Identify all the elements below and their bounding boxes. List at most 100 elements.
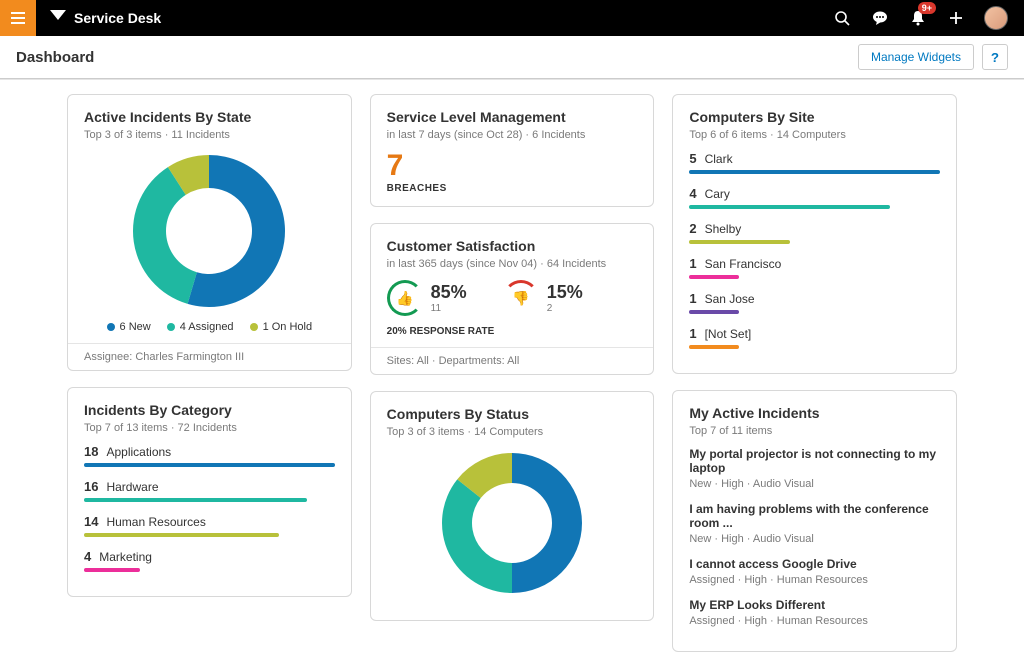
- csat-positive-pct: 85%: [431, 282, 467, 303]
- thumbs-down-icon: 👎: [503, 280, 539, 316]
- bar-label: San Jose: [705, 292, 755, 306]
- card-incidents-by-category: Incidents By Category Top 7 of 13 items …: [67, 387, 352, 597]
- card-computers-status: Computers By Status Top 3 of 3 items · 1…: [370, 391, 655, 621]
- legend-dot: [107, 323, 115, 331]
- incident-meta: New · High · Audio Visual: [689, 478, 940, 490]
- incident-meta: New · High · Audio Visual: [689, 533, 940, 545]
- bar-row[interactable]: 16 Hardware: [84, 479, 335, 502]
- brand-text: Service Desk: [74, 10, 161, 26]
- csat-negative: 👎 15%2: [503, 280, 583, 316]
- bar-track: [84, 568, 140, 572]
- bar-row[interactable]: 4 Cary: [689, 186, 940, 209]
- incident-row[interactable]: My portal projector is not connecting to…: [689, 447, 940, 490]
- bar-track: [689, 345, 739, 349]
- breach-label: BREACHES: [387, 183, 638, 194]
- donut-chart: [129, 151, 289, 311]
- manage-widgets-button[interactable]: Manage Widgets: [858, 44, 974, 70]
- help-button[interactable]: ?: [982, 44, 1008, 70]
- bar-track: [84, 498, 307, 502]
- topbar: Service Desk 9+: [0, 0, 1024, 36]
- search-button[interactable]: [832, 8, 852, 28]
- incident-row[interactable]: I cannot access Google DriveAssigned · H…: [689, 557, 940, 586]
- bar-label: [Not Set]: [705, 327, 752, 341]
- card-subtitle: Top 6 of 6 items · 14 Computers: [689, 129, 940, 141]
- bar-label: Applications: [106, 445, 171, 459]
- incident-title: I am having problems with the conference…: [689, 502, 940, 530]
- bar-label: Clark: [705, 152, 733, 166]
- card-slm: Service Level Management in last 7 days …: [370, 94, 655, 207]
- incident-title: My ERP Looks Different: [689, 598, 940, 612]
- card-title: Computers By Site: [689, 109, 940, 125]
- bar-row[interactable]: 5 Clark: [689, 151, 940, 174]
- avatar[interactable]: [984, 6, 1008, 30]
- bar-count: 1: [689, 256, 696, 271]
- bar-count: 2: [689, 221, 696, 236]
- card-title: Service Level Management: [387, 109, 638, 125]
- bar-label: Marketing: [99, 550, 152, 564]
- card-subtitle: Top 7 of 13 items · 72 Incidents: [84, 422, 335, 434]
- bar-count: 5: [689, 151, 696, 166]
- legend-label: 6 New: [120, 321, 151, 333]
- card-title: Computers By Status: [387, 406, 638, 422]
- bar-count: 18: [84, 444, 98, 459]
- incident-row[interactable]: My ERP Looks Different Assigned · High · …: [689, 598, 940, 627]
- notifications-button[interactable]: 9+: [908, 8, 928, 28]
- bar-row[interactable]: 1 [Not Set]: [689, 326, 940, 349]
- legend-dot: [167, 323, 175, 331]
- csat-positive: 👍 85%11: [387, 280, 467, 316]
- legend-label: 1 On Hold: [263, 321, 313, 333]
- bar-count: 14: [84, 514, 98, 529]
- incident-meta: Assigned · High · Human Resources: [689, 615, 940, 627]
- bar-label: Hardware: [106, 480, 158, 494]
- card-subtitle: in last 7 days (since Oct 28) · 6 Incide…: [387, 129, 638, 141]
- breach-count: 7: [387, 151, 638, 181]
- bar-row[interactable]: 2 Shelby: [689, 221, 940, 244]
- search-icon: [834, 10, 850, 26]
- incident-meta: Assigned · High · Human Resources: [689, 574, 940, 586]
- card-subtitle: Top 7 of 11 items: [689, 425, 940, 437]
- card-footer: Assignee: Charles Farmington III: [68, 343, 351, 370]
- thumbs-up-icon: 👍: [387, 280, 423, 316]
- hamburger-icon: [10, 11, 26, 25]
- csat-positive-count: 11: [431, 303, 467, 314]
- bar-track: [84, 463, 335, 467]
- bar-label: Shelby: [705, 222, 742, 236]
- bar-row[interactable]: 1San Jose: [689, 291, 940, 314]
- legend-label: 4 Assigned: [180, 321, 234, 333]
- topbar-actions: 9+: [832, 6, 1024, 30]
- card-subtitle: in last 365 days (since Nov 04) · 64 Inc…: [387, 258, 638, 270]
- hamburger-menu[interactable]: [0, 0, 36, 36]
- chat-icon: [872, 10, 888, 26]
- card-subtitle: Top 3 of 3 items · 11 Incidents: [84, 129, 335, 141]
- brand: Service Desk: [50, 10, 161, 26]
- add-button[interactable]: [946, 8, 966, 28]
- card-title: Incidents By Category: [84, 402, 335, 418]
- bar-track: [84, 533, 279, 537]
- card-active-incidents: Active Incidents By State Top 3 of 3 ite…: [67, 94, 352, 371]
- incident-row[interactable]: I am having problems with the conference…: [689, 502, 940, 545]
- legend-dot: [250, 323, 258, 331]
- card-computers-by-site: Computers By Site Top 6 of 6 items · 14 …: [672, 94, 957, 374]
- bar-count: 16: [84, 479, 98, 494]
- card-my-incidents: My Active Incidents Top 7 of 11 items My…: [672, 390, 957, 652]
- legend-item: 4 Assigned: [167, 321, 234, 333]
- bar-row[interactable]: 1 San Francisco: [689, 256, 940, 279]
- donut-chart: [437, 448, 587, 598]
- donut-legend: 6 New 4 Assigned 1 On Hold: [84, 321, 335, 333]
- bar-label: Cary: [705, 187, 730, 201]
- bar-track: [689, 310, 739, 314]
- chat-button[interactable]: [870, 8, 890, 28]
- bar-count: 4: [84, 549, 91, 564]
- bar-track: [689, 205, 890, 209]
- page-title: Dashboard: [16, 49, 94, 66]
- bar-track: [689, 170, 940, 174]
- incident-title: My portal projector is not connecting to…: [689, 447, 940, 475]
- bar-count: 1: [689, 326, 696, 341]
- bar-label: Human Resources: [106, 515, 205, 529]
- legend-item: 1 On Hold: [250, 321, 313, 333]
- bar-row[interactable]: 14 Human Resources: [84, 514, 335, 537]
- bar-count: 4: [689, 186, 696, 201]
- bar-row[interactable]: 18 Applications: [84, 444, 335, 467]
- bar-row[interactable]: 4 Marketing: [84, 549, 335, 572]
- bar-label: San Francisco: [705, 257, 782, 271]
